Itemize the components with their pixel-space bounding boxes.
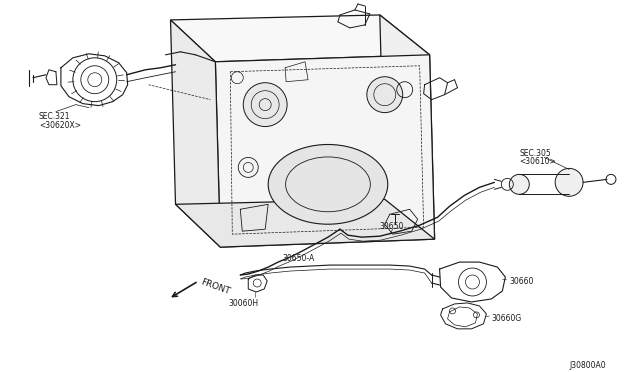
Text: 30060H: 30060H — [228, 299, 259, 308]
Text: <30620X>: <30620X> — [39, 121, 81, 129]
Ellipse shape — [268, 144, 388, 224]
Text: 30650: 30650 — [380, 222, 404, 231]
Polygon shape — [170, 20, 220, 247]
Text: 30650-A: 30650-A — [282, 254, 314, 263]
Circle shape — [243, 83, 287, 126]
Polygon shape — [175, 199, 435, 247]
Text: J30800A0: J30800A0 — [569, 361, 605, 370]
Text: SEC.321: SEC.321 — [39, 112, 70, 121]
Text: 30660G: 30660G — [492, 314, 522, 323]
Circle shape — [555, 169, 583, 196]
Polygon shape — [216, 55, 435, 247]
Circle shape — [367, 77, 403, 113]
Text: SEC.305: SEC.305 — [519, 150, 551, 158]
Polygon shape — [380, 15, 435, 239]
Text: FRONT: FRONT — [199, 277, 231, 296]
Text: 30660: 30660 — [509, 277, 534, 286]
Text: <30610>: <30610> — [519, 157, 556, 166]
Polygon shape — [170, 15, 429, 62]
Circle shape — [509, 174, 529, 194]
